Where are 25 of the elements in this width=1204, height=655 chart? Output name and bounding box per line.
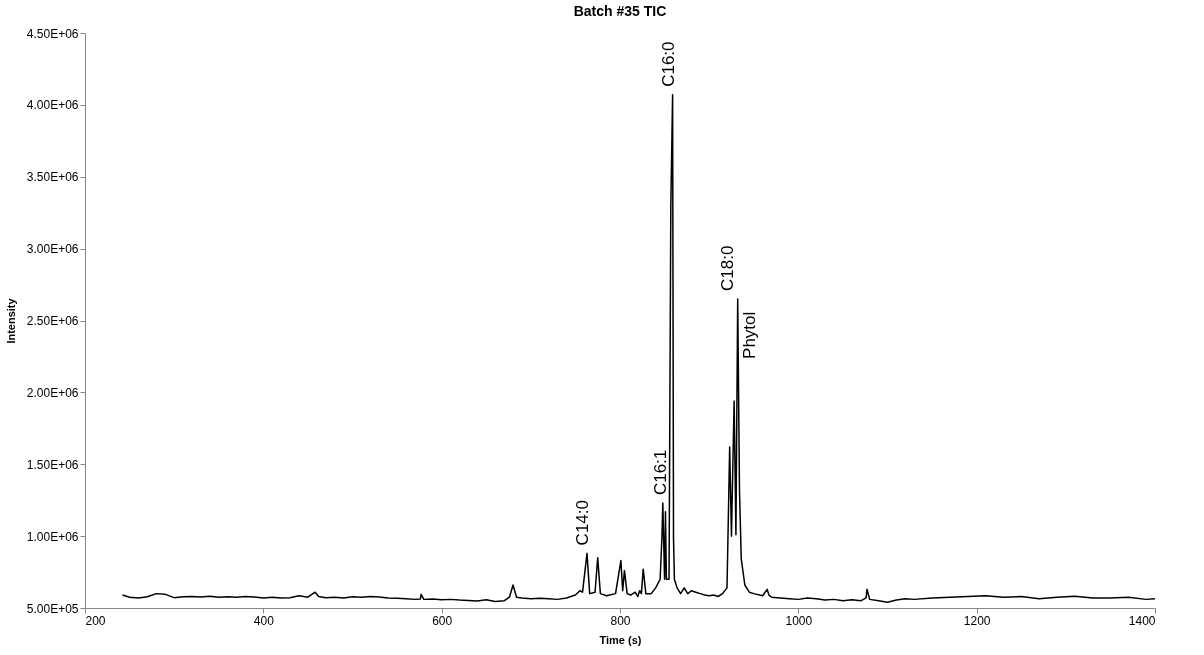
y-tick-label: 3.50E+06: [26, 170, 79, 185]
line-series: [121, 94, 1156, 603]
y-tick-label: 3.00E+06: [26, 242, 79, 257]
annotation: C14:0: [573, 500, 593, 546]
x-tick-label: 200: [85, 613, 106, 628]
y-tick-label: 4.00E+06: [26, 98, 79, 113]
x-tick-label: 1200: [963, 613, 991, 628]
y-tick-label: 5.00E+05: [26, 601, 79, 616]
x-tick-label: 600: [432, 613, 453, 628]
annotation: Phytol: [739, 311, 759, 359]
x-tick-label: 1000: [785, 613, 813, 628]
y-axis-title: Intensity: [4, 297, 17, 344]
x-tick-label: 1400: [1128, 613, 1156, 628]
y-tick-label: 2.50E+06: [26, 314, 79, 328]
y-tick-label: 2.00E+06: [26, 385, 79, 400]
annotation: C16:1: [650, 449, 670, 496]
annotation: C18:0: [717, 245, 737, 291]
y-tick-label: 1.00E+06: [26, 529, 79, 544]
y-tick-label: 4.50E+06: [26, 26, 79, 41]
x-tick-label: 400: [253, 613, 275, 628]
x-tick-label: 800: [610, 613, 631, 628]
chart-title: Batch #35 TIC: [573, 3, 667, 19]
x-axis-title: Time (s): [599, 633, 642, 646]
annotation: C16:0: [658, 41, 678, 87]
y-tick-label: 1.50E+06: [26, 457, 79, 472]
